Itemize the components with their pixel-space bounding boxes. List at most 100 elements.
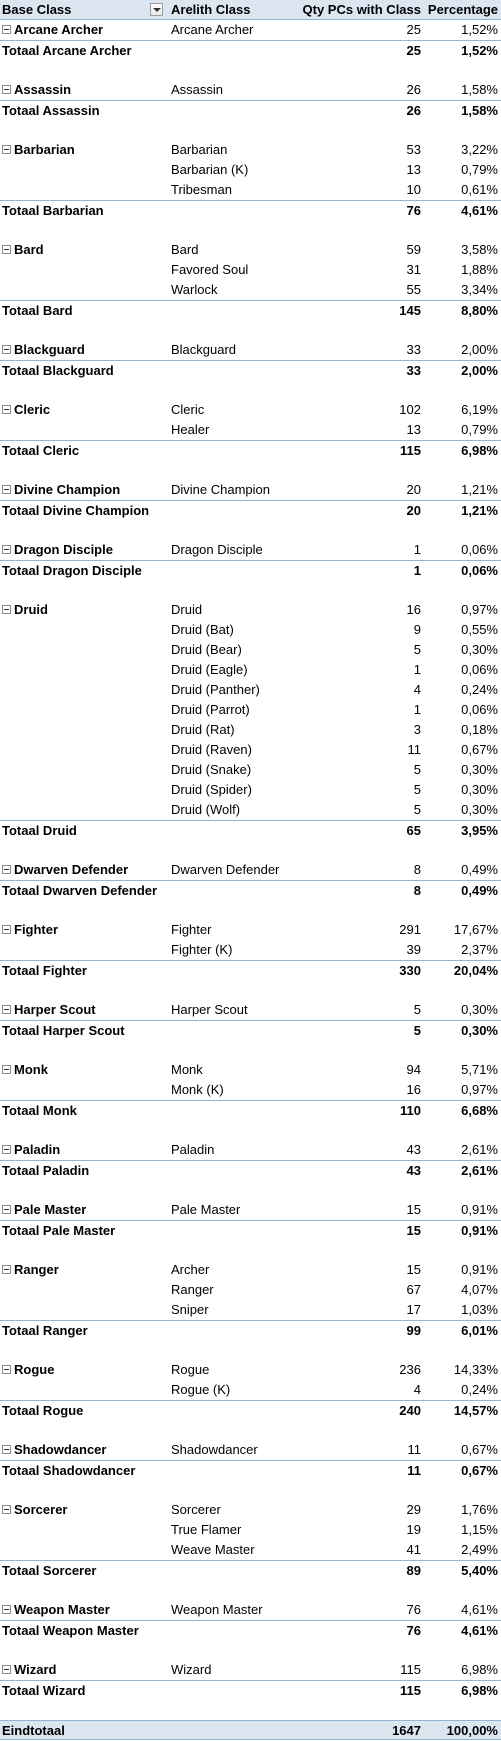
pivot-row[interactable]: Druid (Parrot) 1 0,06% (0, 700, 501, 720)
pivot-row[interactable]: Pale Master Pale Master 15 0,91% (0, 1200, 501, 1220)
collapse-toggle-icon[interactable] (2, 1065, 11, 1074)
subtotal-row[interactable]: Totaal Weapon Master 76 4,61% (0, 1620, 501, 1640)
filter-dropdown-button[interactable] (150, 3, 163, 16)
pivot-row[interactable]: Weapon Master Weapon Master 76 4,61% (0, 1600, 501, 1620)
pivot-row[interactable]: Barbarian Barbarian 53 3,22% (0, 140, 501, 160)
pivot-row[interactable]: Druid (Eagle) 1 0,06% (0, 660, 501, 680)
pivot-row[interactable]: Druid Druid 16 0,97% (0, 600, 501, 620)
pivot-row[interactable]: Paladin Paladin 43 2,61% (0, 1140, 501, 1160)
collapse-toggle-icon[interactable] (2, 345, 11, 354)
subtotal-row[interactable]: Totaal Bard 145 8,80% (0, 300, 501, 320)
subtotal-row[interactable]: Totaal Dwarven Defender 8 0,49% (0, 880, 501, 900)
subtotal-row[interactable]: Totaal Barbarian 76 4,61% (0, 200, 501, 220)
subtotal-row[interactable]: Totaal Fighter 330 20,04% (0, 960, 501, 980)
pivot-row[interactable]: Monk Monk 94 5,71% (0, 1060, 501, 1080)
collapse-toggle-icon[interactable] (2, 1265, 11, 1274)
collapse-toggle-icon[interactable] (2, 925, 11, 934)
collapse-toggle-icon[interactable] (2, 145, 11, 154)
subtotal-row[interactable]: Totaal Shadowdancer 11 0,67% (0, 1460, 501, 1480)
subtotal-row[interactable]: Totaal Rogue 240 14,57% (0, 1400, 501, 1420)
pivot-row[interactable]: Blackguard Blackguard 33 2,00% (0, 340, 501, 360)
collapse-toggle-icon[interactable] (2, 85, 11, 94)
pivot-row[interactable]: Rogue (K) 4 0,24% (0, 1380, 501, 1400)
pivot-row[interactable]: Fighter Fighter 291 17,67% (0, 920, 501, 940)
collapse-toggle-icon[interactable] (2, 545, 11, 554)
subtotal-qty: 110 (400, 1103, 421, 1118)
pivot-row[interactable]: True Flamer 19 1,15% (0, 1520, 501, 1540)
subtotal-row[interactable]: Totaal Dragon Disciple 1 0,06% (0, 560, 501, 580)
pivot-row[interactable]: Tribesman 10 0,61% (0, 180, 501, 200)
header-qty[interactable]: Qty PCs with Class (302, 2, 421, 17)
grand-total-row[interactable]: Eindtotaal 1647 100,00% (0, 1720, 501, 1740)
subtotal-row[interactable]: Totaal Assassin 26 1,58% (0, 100, 501, 120)
subtotal-row[interactable]: Totaal Sorcerer 89 5,40% (0, 1560, 501, 1580)
pivot-row[interactable]: Warlock 55 3,34% (0, 280, 501, 300)
subtotal-row[interactable]: Totaal Cleric 115 6,98% (0, 440, 501, 460)
collapse-toggle-icon[interactable] (2, 1005, 11, 1014)
collapse-toggle-icon[interactable] (2, 405, 11, 414)
pivot-row[interactable]: Monk (K) 16 0,97% (0, 1080, 501, 1100)
pivot-row[interactable]: Sniper 17 1,03% (0, 1300, 501, 1320)
subtotal-row[interactable]: Totaal Paladin 43 2,61% (0, 1160, 501, 1180)
pivot-row[interactable]: Divine Champion Divine Champion 20 1,21% (0, 480, 501, 500)
subtotal-label: Totaal Dwarven Defender (2, 883, 158, 898)
collapse-toggle-icon[interactable] (2, 25, 11, 34)
collapse-toggle-icon[interactable] (2, 485, 11, 494)
pivot-row[interactable]: Ranger 67 4,07% (0, 1280, 501, 1300)
percentage-cell: 0,91% (461, 1262, 498, 1277)
header-arelith-class[interactable]: Arelith Class (171, 2, 251, 17)
subtotal-row[interactable]: Totaal Divine Champion 20 1,21% (0, 500, 501, 520)
collapse-toggle-icon[interactable] (2, 1665, 11, 1674)
pivot-row[interactable]: Bard Bard 59 3,58% (0, 240, 501, 260)
pivot-row[interactable]: Healer 13 0,79% (0, 420, 501, 440)
collapse-toggle-icon[interactable] (2, 1505, 11, 1514)
collapse-toggle-icon[interactable] (2, 245, 11, 254)
pivot-row[interactable]: Wizard Wizard 115 6,98% (0, 1660, 501, 1680)
subtotal-row[interactable]: Totaal Monk 110 6,68% (0, 1100, 501, 1120)
percentage-cell: 4,61% (461, 1602, 498, 1617)
subtotal-row[interactable]: Totaal Arcane Archer 25 1,52% (0, 40, 501, 60)
pivot-row[interactable]: Favored Soul 31 1,88% (0, 260, 501, 280)
subtotal-row[interactable]: Totaal Harper Scout 5 0,30% (0, 1020, 501, 1040)
percentage-cell: 0,79% (461, 422, 498, 437)
percentage-cell: 0,30% (461, 782, 498, 797)
subtotal-row[interactable]: Totaal Druid 65 3,95% (0, 820, 501, 840)
pivot-row[interactable]: Weave Master 41 2,49% (0, 1540, 501, 1560)
subtotal-row[interactable]: Totaal Pale Master 15 0,91% (0, 1220, 501, 1240)
subtotal-label: Totaal Barbarian (2, 203, 104, 218)
collapse-toggle-icon[interactable] (2, 1205, 11, 1214)
pivot-row[interactable]: Ranger Archer 15 0,91% (0, 1260, 501, 1280)
pivot-row[interactable]: Druid (Rat) 3 0,18% (0, 720, 501, 740)
subtotal-qty: 76 (406, 203, 421, 218)
collapse-toggle-icon[interactable] (2, 865, 11, 874)
pivot-row[interactable]: Rogue Rogue 236 14,33% (0, 1360, 501, 1380)
pivot-row[interactable]: Shadowdancer Shadowdancer 11 0,67% (0, 1440, 501, 1460)
pivot-row[interactable]: Arcane Archer Arcane Archer 25 1,52% (0, 20, 501, 40)
pivot-row[interactable]: Druid (Panther) 4 0,24% (0, 680, 501, 700)
header-base-class[interactable]: Base Class (2, 2, 72, 17)
pivot-row[interactable]: Dwarven Defender Dwarven Defender 8 0,49% (0, 860, 501, 880)
subtotal-row[interactable]: Totaal Wizard 115 6,98% (0, 1680, 501, 1700)
pivot-row[interactable]: Fighter (K) 39 2,37% (0, 940, 501, 960)
collapse-toggle-icon[interactable] (2, 1445, 11, 1454)
collapse-toggle-icon[interactable] (2, 1605, 11, 1614)
subtotal-row[interactable]: Totaal Blackguard 33 2,00% (0, 360, 501, 380)
pivot-row[interactable]: Druid (Bat) 9 0,55% (0, 620, 501, 640)
subtotal-row[interactable]: Totaal Ranger 99 6,01% (0, 1320, 501, 1340)
pivot-row[interactable]: Dragon Disciple Dragon Disciple 1 0,06% (0, 540, 501, 560)
collapse-toggle-icon[interactable] (2, 1365, 11, 1374)
pivot-row[interactable]: Harper Scout Harper Scout 5 0,30% (0, 1000, 501, 1020)
pivot-row[interactable]: Druid (Bear) 5 0,30% (0, 640, 501, 660)
header-percentage[interactable]: Percentage (427, 2, 498, 17)
collapse-toggle-icon[interactable] (2, 605, 11, 614)
pivot-row[interactable]: Barbarian (K) 13 0,79% (0, 160, 501, 180)
pivot-row[interactable]: Assassin Assassin 26 1,58% (0, 80, 501, 100)
pivot-row[interactable]: Cleric Cleric 102 6,19% (0, 400, 501, 420)
pivot-row[interactable]: Druid (Raven) 11 0,67% (0, 740, 501, 760)
pivot-row[interactable]: Druid (Snake) 5 0,30% (0, 760, 501, 780)
percentage-cell: 0,06% (461, 662, 498, 677)
pivot-row[interactable]: Druid (Spider) 5 0,30% (0, 780, 501, 800)
collapse-toggle-icon[interactable] (2, 1145, 11, 1154)
pivot-row[interactable]: Druid (Wolf) 5 0,30% (0, 800, 501, 820)
pivot-row[interactable]: Sorcerer Sorcerer 29 1,76% (0, 1500, 501, 1520)
